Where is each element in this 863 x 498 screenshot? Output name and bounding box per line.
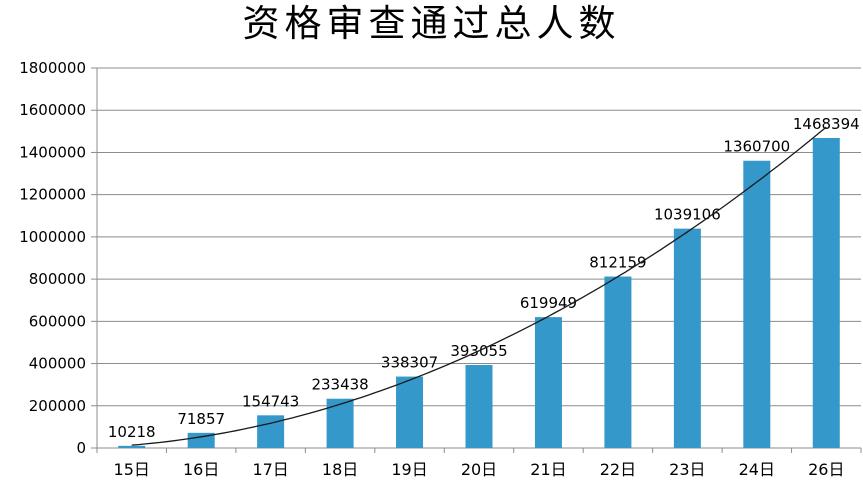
x-axis-label: 26日 — [808, 460, 844, 479]
bar — [673, 228, 701, 448]
bar — [812, 138, 840, 448]
x-axis-label: 23日 — [669, 460, 705, 479]
bar-value-label: 233438 — [311, 376, 368, 394]
x-axis-label: 22日 — [600, 460, 636, 479]
y-axis-tick-label: 200000 — [29, 397, 86, 415]
bar — [187, 432, 215, 448]
x-axis-label: 20日 — [461, 460, 497, 479]
bar-value-label: 1360700 — [723, 138, 790, 156]
bar — [743, 160, 771, 449]
bar-value-label: 338307 — [381, 354, 438, 372]
bar-value-label: 619949 — [520, 294, 577, 312]
bar — [534, 317, 562, 448]
bar-value-label: 10218 — [108, 423, 156, 441]
y-axis-tick-label: 400000 — [29, 355, 86, 373]
bar-value-label: 812159 — [589, 254, 646, 272]
y-axis-tick-label: 1800000 — [19, 59, 86, 77]
bar — [118, 445, 146, 448]
y-axis-tick-label: 1600000 — [19, 101, 86, 119]
x-axis-label: 17日 — [252, 460, 288, 479]
x-axis-label: 19日 — [391, 460, 427, 479]
chart-title: 资格审查通过总人数 — [242, 2, 621, 45]
y-axis-tick-label: 1000000 — [19, 228, 86, 246]
bar-value-label: 1468394 — [793, 115, 860, 133]
y-axis-tick-label: 600000 — [29, 312, 86, 330]
bar — [465, 365, 493, 448]
trendline — [131, 126, 827, 446]
bar-value-label: 1039106 — [654, 206, 721, 224]
bar — [396, 376, 424, 448]
y-axis-tick-label: 0 — [76, 439, 86, 457]
x-axis-label: 21日 — [530, 460, 566, 479]
x-axis-label: 24日 — [739, 460, 775, 479]
bar — [326, 398, 354, 448]
bar — [604, 276, 632, 448]
bar-value-label: 154743 — [242, 392, 299, 410]
y-axis-tick-label: 1200000 — [19, 186, 86, 204]
x-axis-label: 16日 — [183, 460, 219, 479]
y-axis-tick-label: 1400000 — [19, 143, 86, 161]
x-axis-label: 15日 — [114, 460, 150, 479]
x-axis-label: 18日 — [322, 460, 358, 479]
y-axis-tick-label: 800000 — [29, 270, 86, 288]
bar-value-label: 71857 — [177, 410, 225, 428]
